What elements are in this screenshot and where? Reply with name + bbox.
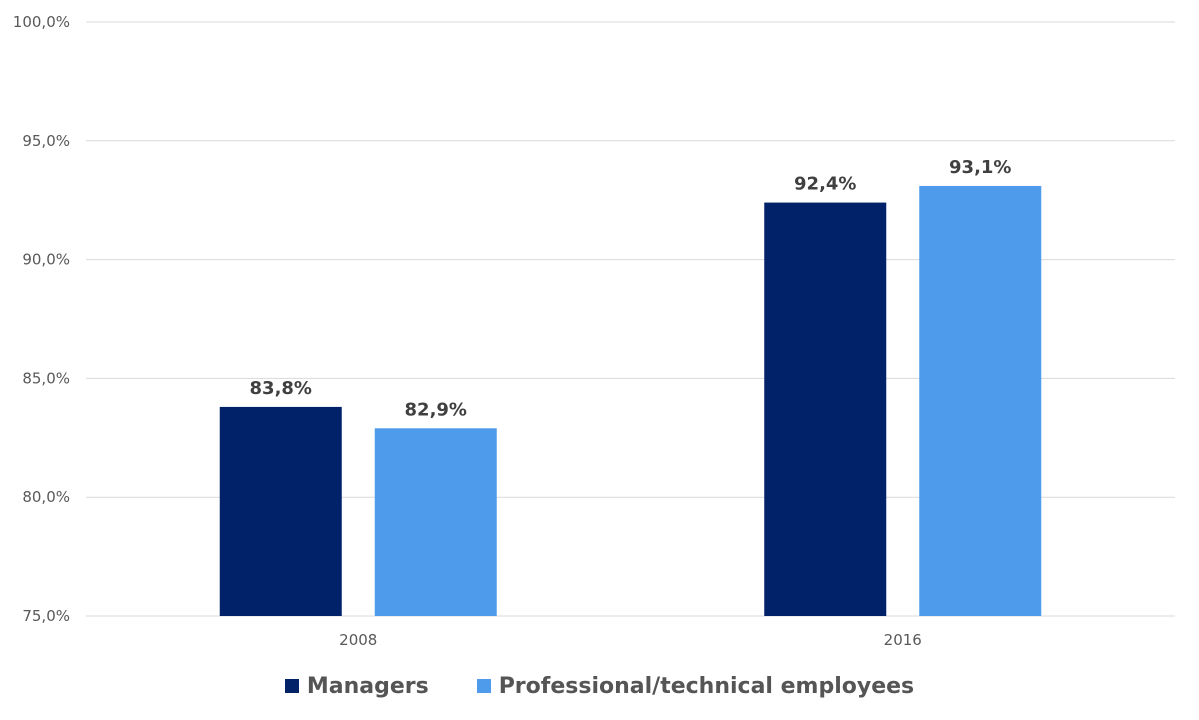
y-tick-label: 90,0%	[22, 251, 70, 269]
legend-swatch-professional-technical	[476, 679, 491, 693]
data-label: 82,9%	[405, 399, 467, 420]
data-labels: 83,8% 82,9% 92,4% 93,1%	[250, 157, 1012, 420]
y-tick-label: 100,0%	[13, 13, 70, 31]
y-axis-ticks: 75,0% 80,0% 85,0% 90,0% 95,0% 100,0%	[13, 13, 70, 625]
y-tick-label: 80,0%	[22, 488, 70, 506]
x-tick-label: 2016	[884, 631, 922, 649]
bar-professional-technical-2016[interactable]	[919, 185, 1042, 616]
bar-managers-2016[interactable]	[764, 202, 887, 617]
y-tick-label: 85,0%	[22, 369, 70, 387]
bars	[219, 185, 1042, 617]
legend-label-professional-technical: Professional/technical employees	[498, 673, 915, 699]
y-tick-label: 75,0%	[22, 607, 70, 625]
x-tick-label: 2008	[339, 631, 377, 649]
y-tick-label: 95,0%	[22, 132, 70, 150]
legend-swatch-managers	[284, 679, 299, 693]
data-label: 93,1%	[949, 157, 1011, 178]
x-axis-ticks: 2008 2016	[339, 631, 922, 649]
legend: Managers Professional/technical employee…	[0, 668, 1199, 704]
legend-item-managers[interactable]: Managers	[284, 673, 429, 699]
data-label: 92,4%	[794, 174, 856, 195]
legend-label-managers: Managers	[306, 673, 429, 699]
bar-managers-2008[interactable]	[219, 406, 342, 616]
data-label: 83,8%	[250, 378, 312, 399]
legend-item-professional-technical[interactable]: Professional/technical employees	[476, 673, 915, 699]
bar-professional-technical-2008[interactable]	[374, 428, 497, 616]
